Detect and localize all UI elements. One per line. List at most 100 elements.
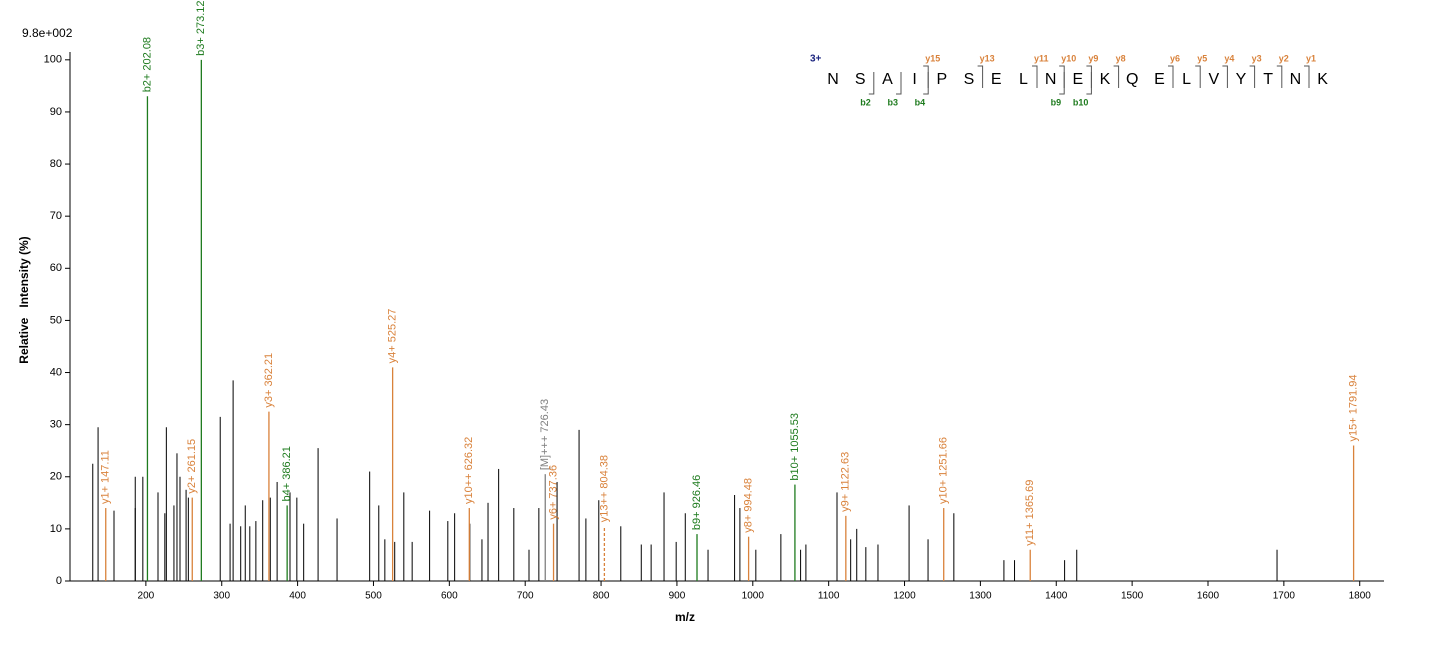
y-ion-label: y2 [1279,53,1289,63]
b-cut [1059,72,1065,95]
peak-label: y9+ 1122.63 [840,452,852,512]
residue: K [1100,71,1111,88]
peak-label: y13++ 804.38 [598,455,610,522]
residue: L [1182,71,1191,88]
residue: V [1208,71,1219,88]
y-cut [1276,65,1283,88]
x-tick-label: 1300 [969,591,992,602]
peak-label: y4+ 525.27 [387,309,399,364]
peak-label: b9+ 926.46 [691,475,703,530]
y-cut [1222,65,1228,88]
y-tick-label: 100 [44,54,62,66]
peak-label: y8+ 994.48 [743,478,755,533]
peak-label: b2+ 202.08 [141,37,153,92]
y-tick-label: 40 [50,366,62,378]
peak-label: y11+ 1365.69 [1024,480,1036,546]
residue: P [936,71,947,88]
x-tick-label: 1000 [742,591,765,602]
y-cut [1304,65,1310,88]
y-ion-label: y5 [1197,53,1207,63]
b-cut [868,72,875,95]
y-tick-label: 50 [50,314,62,326]
y-tick-label: 20 [50,471,62,483]
y-ion-label: y13 [980,53,995,63]
peak-label: b3+ 273.12 [195,0,207,55]
x-axis-label: m/z [675,610,695,624]
x-tick-label: 200 [138,591,155,602]
x-tick-label: 300 [213,591,230,602]
x-tick-label: 1100 [818,591,840,602]
y-tick-label: 10 [50,523,62,535]
b-ion-label: b3 [887,97,898,107]
residue: N [1290,71,1302,88]
residue: T [1263,71,1273,88]
x-tick-label: 700 [517,591,534,602]
peak-label: y6+ 737.36 [547,465,559,520]
peak-label: y3+ 362.21 [263,353,275,408]
y-tick-label: 80 [50,158,62,170]
y-cut [1032,65,1038,88]
peak-label: y15+ 1791.94 [1348,375,1360,442]
b-ion-label: b2 [860,97,871,107]
y-ion-label: y11 [1034,53,1049,63]
b-ion-label: b10 [1073,97,1089,107]
x-tick-label: 1500 [1121,591,1144,602]
b-ion-label: b4 [915,97,926,107]
y-cut [1195,65,1201,88]
x-tick-label: 400 [289,591,306,602]
residue: E [1072,71,1083,88]
b-cut [1086,72,1092,95]
y-cut [1059,65,1065,88]
y-ion-label: y9 [1088,53,1098,63]
residue: N [827,71,839,88]
y-ion-label: y8 [1116,53,1126,63]
y-tick-label: 90 [50,106,62,118]
y-cut [977,65,984,88]
x-tick-label: 900 [669,591,686,602]
y-ion-label: y4 [1224,53,1234,63]
x-tick-label: 1400 [1045,591,1068,602]
y-ion-label: y3 [1252,53,1262,63]
y-ion-label: y6 [1170,53,1180,63]
peak-label: y10++ 626.32 [463,437,475,504]
y-axis-label: Relative Intensity (%) [17,236,31,363]
residue: I [912,71,916,88]
y-ion-label: y10 [1061,53,1076,63]
peak-label: [M]+++ 726.43 [539,399,551,470]
peak-label: y2+ 261.15 [186,439,198,494]
y-cut [1113,65,1120,88]
b-cut [923,72,929,95]
x-tick-label: 1800 [1349,591,1372,602]
peak-label: y10+ 1251.66 [938,437,950,504]
peak-label: y1+ 147.11 [100,450,112,504]
b-cut [896,72,902,95]
charge-label: 3+ [810,54,822,65]
residue: S [964,71,975,88]
scale-label: 9.8e+002 [22,26,73,40]
x-tick-label: 1200 [893,591,916,602]
residue: S [855,71,866,88]
y-tick-label: 30 [50,419,62,431]
y-tick-label: 70 [50,210,62,222]
residue: K [1317,71,1328,88]
x-tick-label: 1700 [1273,591,1296,602]
residue: E [991,71,1002,88]
y-cut [1168,65,1174,88]
peak-label: b4+ 386.21 [281,446,293,501]
x-tick-label: 800 [593,591,610,602]
x-tick-label: 600 [441,591,458,602]
y-cut [923,65,929,88]
residue: E [1154,71,1165,88]
y-tick-label: 60 [50,262,62,274]
x-tick-label: 1600 [1197,591,1220,602]
y-ion-label: y15 [925,53,940,63]
peak-label: b10+ 1055.53 [789,413,801,481]
x-tick-label: 500 [365,591,382,602]
y-tick-label: 0 [56,575,62,587]
residue: A [882,71,893,88]
residue: Q [1126,71,1138,88]
y-ion-label: y1 [1306,53,1316,63]
residue: L [1019,71,1028,88]
b-ion-label: b9 [1051,97,1062,107]
